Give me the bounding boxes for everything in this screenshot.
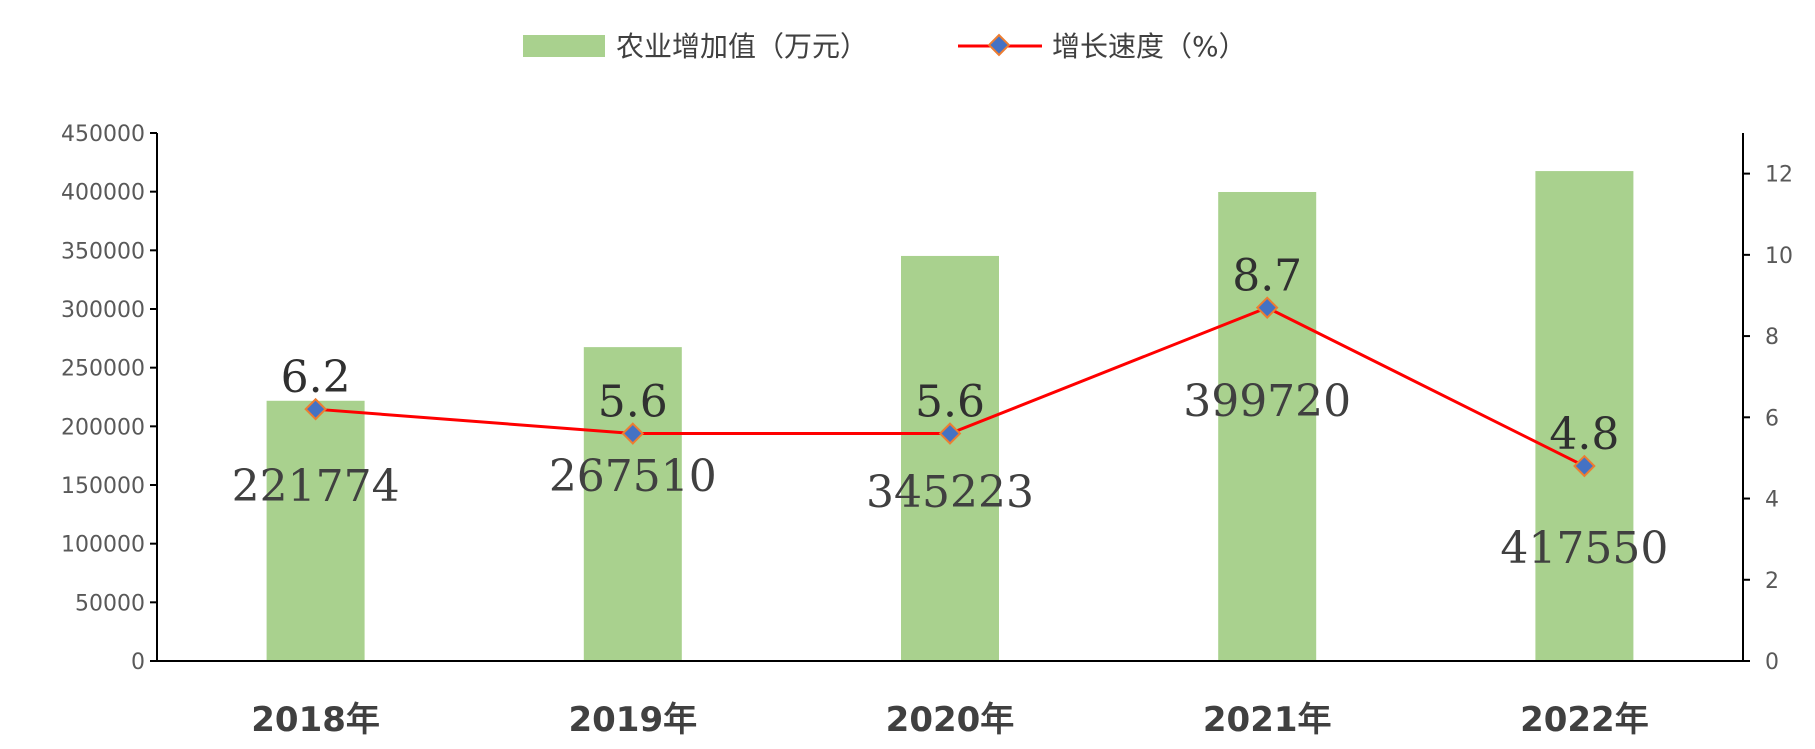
- bar-4: [1535, 171, 1634, 662]
- y-left-tick-label-8: 400000: [61, 181, 145, 206]
- y-left-tick-label-7: 350000: [61, 239, 145, 264]
- y-left-tick-label-9: 450000: [61, 122, 145, 147]
- y-right-tick-label-0: 0: [1765, 650, 1779, 675]
- bar-value-label-4: 417550: [1500, 523, 1668, 574]
- legend-bar-label: 农业增加值（万元）: [616, 30, 868, 63]
- y-right-tick-label-5: 10: [1765, 244, 1793, 269]
- growth-rate-point-4: [1573, 454, 1596, 478]
- axes: 0 50000 100000 150000 200000 250000 300000 3500…: [61, 122, 1793, 740]
- data-labels: 221774 267510 345223 399720 417550 6.2 5.6 5.6 8…: [232, 251, 1669, 574]
- legend: 农业增加值（万元） 增长速度（%）: [523, 30, 1247, 63]
- bar-value-label-1: 267510: [549, 451, 717, 502]
- bar-value-label-0: 221774: [232, 461, 400, 512]
- bar-1: [583, 347, 682, 661]
- rate-value-label-2: 5.6: [915, 377, 985, 428]
- y-right-tick-label-1: 2: [1765, 569, 1779, 594]
- line-series: [304, 296, 1596, 478]
- bar-2: [901, 255, 999, 661]
- growth-rate-point-2: [938, 422, 962, 445]
- rate-value-label-4: 4.8: [1549, 409, 1619, 460]
- y-left-tick-label-5: 250000: [61, 357, 145, 382]
- x-tick-label-0: 2018年: [251, 700, 380, 740]
- bars: [266, 171, 1634, 662]
- y-left-tick-label-0: 0: [131, 650, 145, 675]
- legend-line-label: 增长速度（%）: [1052, 30, 1247, 63]
- y-left-tick-label-3: 150000: [61, 474, 145, 499]
- rate-value-label-1: 5.6: [598, 377, 668, 428]
- legend-line-marker: [987, 33, 1011, 57]
- x-tick-label-4: 2022年: [1520, 700, 1649, 740]
- legend-bar-swatch: [523, 35, 605, 57]
- y-left-tick-label-4: 200000: [61, 415, 145, 440]
- x-tick-label-3: 2021年: [1203, 700, 1332, 740]
- growth-rate-point-1: [621, 422, 645, 445]
- growth-rate-point-0: [304, 397, 327, 421]
- rate-value-label-0: 6.2: [281, 352, 351, 403]
- y-right-tick-label-2: 4: [1765, 488, 1779, 513]
- y-left-tick-label-1: 50000: [75, 591, 145, 616]
- bar-3: [1218, 191, 1317, 662]
- y-right-tick-label-3: 6: [1765, 406, 1779, 431]
- x-tick-label-1: 2019年: [568, 700, 697, 740]
- y-right-tick-label-6: 12: [1765, 163, 1793, 188]
- y-left-tick-label-6: 300000: [61, 298, 145, 323]
- y-left-tick-label-2: 100000: [61, 533, 145, 558]
- rate-value-label-3: 8.7: [1232, 251, 1302, 302]
- bar-0: [266, 400, 365, 661]
- growth-rate-point-3: [1255, 296, 1279, 319]
- bar-value-label-3: 399720: [1183, 376, 1351, 427]
- y-right-tick-label-4: 8: [1765, 325, 1779, 350]
- x-tick-label-2: 2020年: [886, 700, 1015, 740]
- bar-value-label-2: 345223: [866, 467, 1034, 518]
